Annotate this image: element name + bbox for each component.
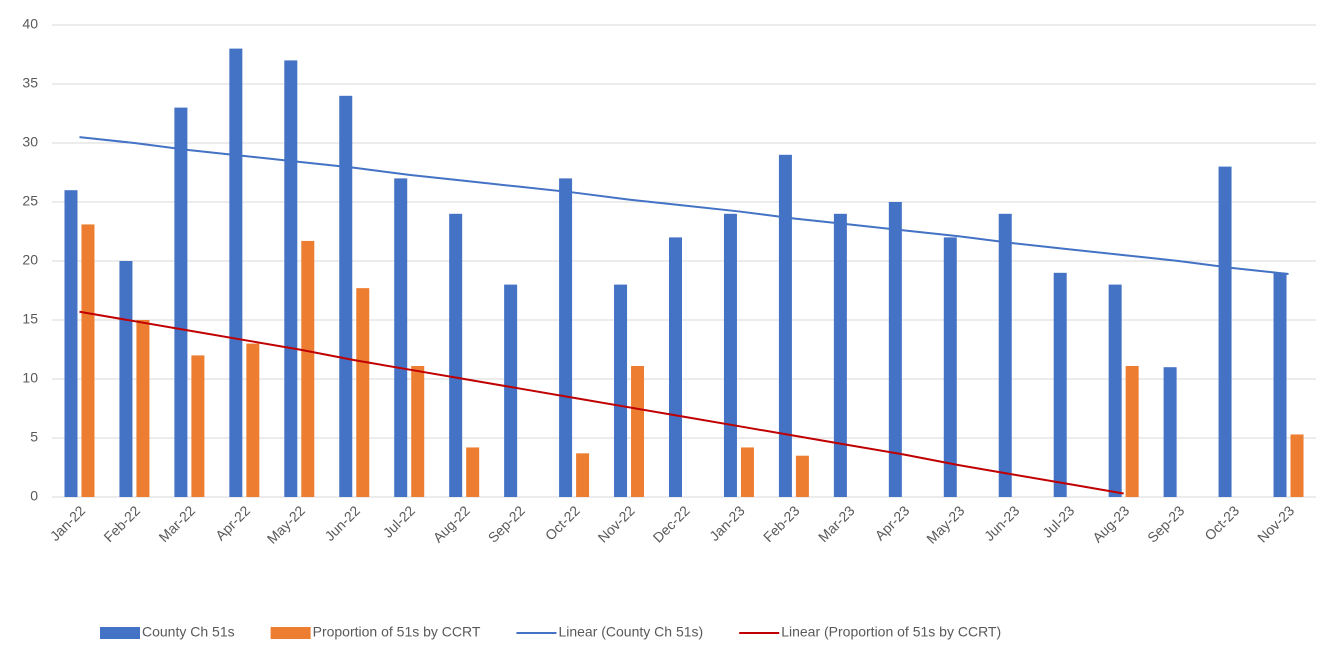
y-tick-label: 20 <box>22 252 38 268</box>
x-tick-label: Feb-23 <box>760 502 803 545</box>
bar <box>301 240 315 497</box>
bar <box>795 455 809 497</box>
x-tick-label: Aug-22 <box>430 502 473 545</box>
y-tick-label: 25 <box>22 193 38 209</box>
x-tick-label: Dec-22 <box>650 502 693 545</box>
bar <box>394 178 408 497</box>
bar <box>356 288 370 497</box>
bar <box>449 213 463 498</box>
bar <box>1290 434 1304 497</box>
bar <box>669 237 682 497</box>
x-tick-label: Apr-22 <box>212 502 253 543</box>
bar <box>723 213 737 498</box>
x-tick-label: Oct-22 <box>542 502 583 543</box>
bar <box>411 366 425 497</box>
bar <box>1125 366 1139 497</box>
y-tick-label: 10 <box>22 370 38 386</box>
x-tick-label: Feb-22 <box>100 502 143 545</box>
bar <box>191 355 205 497</box>
bar <box>833 213 847 498</box>
y-tick-label: 0 <box>30 488 38 504</box>
bar <box>284 60 298 498</box>
bar <box>339 95 353 498</box>
x-tick-label: Sep-22 <box>485 502 528 545</box>
bar <box>246 343 260 497</box>
legend-label: County Ch 51s <box>142 624 235 640</box>
bar <box>136 320 150 497</box>
legend-label: Linear (Proportion of 51s by CCRT) <box>781 624 1001 640</box>
bar <box>81 224 95 498</box>
y-tick-label: 5 <box>30 429 38 445</box>
x-tick-label: Sep-23 <box>1144 502 1187 545</box>
bar <box>1273 272 1287 497</box>
bar <box>64 190 78 497</box>
x-tick-label: Jul-23 <box>1039 502 1077 540</box>
bar <box>559 178 573 497</box>
bar <box>1163 367 1177 497</box>
bar <box>778 154 792 498</box>
trend-line <box>79 310 1124 495</box>
bar <box>1218 166 1232 497</box>
x-tick-label: May-22 <box>264 502 308 546</box>
x-tick-label: Jun-23 <box>981 502 1023 544</box>
bar <box>504 284 518 497</box>
bar <box>998 213 1012 498</box>
y-tick-label: 30 <box>22 134 38 150</box>
bar <box>229 48 243 497</box>
y-tick-label: 15 <box>22 311 38 327</box>
legend-label: Proportion of 51s by CCRT <box>313 624 481 640</box>
bar <box>174 107 188 497</box>
legend-label: Linear (County Ch 51s) <box>558 624 703 640</box>
y-tick-label: 40 <box>22 16 38 32</box>
bar <box>466 447 480 497</box>
x-tick-label: May-23 <box>923 502 967 546</box>
bar <box>614 284 628 497</box>
bar <box>1108 284 1122 497</box>
bar <box>1053 272 1067 497</box>
x-tick-label: Jul-22 <box>380 502 418 540</box>
trend-line <box>79 136 1289 275</box>
x-tick-label: Apr-23 <box>872 502 913 543</box>
x-tick-label: Nov-22 <box>595 502 638 545</box>
x-tick-label: Nov-23 <box>1254 502 1297 545</box>
x-tick-label: Mar-23 <box>815 502 858 545</box>
legend-swatch <box>270 627 311 639</box>
bar <box>888 202 902 497</box>
legend-swatch <box>100 627 140 639</box>
x-tick-label: Aug-23 <box>1089 502 1132 545</box>
y-tick-label: 35 <box>22 75 38 91</box>
bar <box>576 453 590 497</box>
bar <box>943 237 957 497</box>
x-tick-label: Jun-22 <box>321 502 363 544</box>
bar <box>740 447 754 497</box>
x-tick-label: Oct-23 <box>1201 502 1242 543</box>
x-tick-label: Mar-22 <box>155 502 198 545</box>
bar <box>631 366 645 497</box>
x-tick-label: Jan-23 <box>706 502 748 544</box>
x-tick-label: Jan-22 <box>47 502 89 544</box>
bar <box>119 261 133 497</box>
